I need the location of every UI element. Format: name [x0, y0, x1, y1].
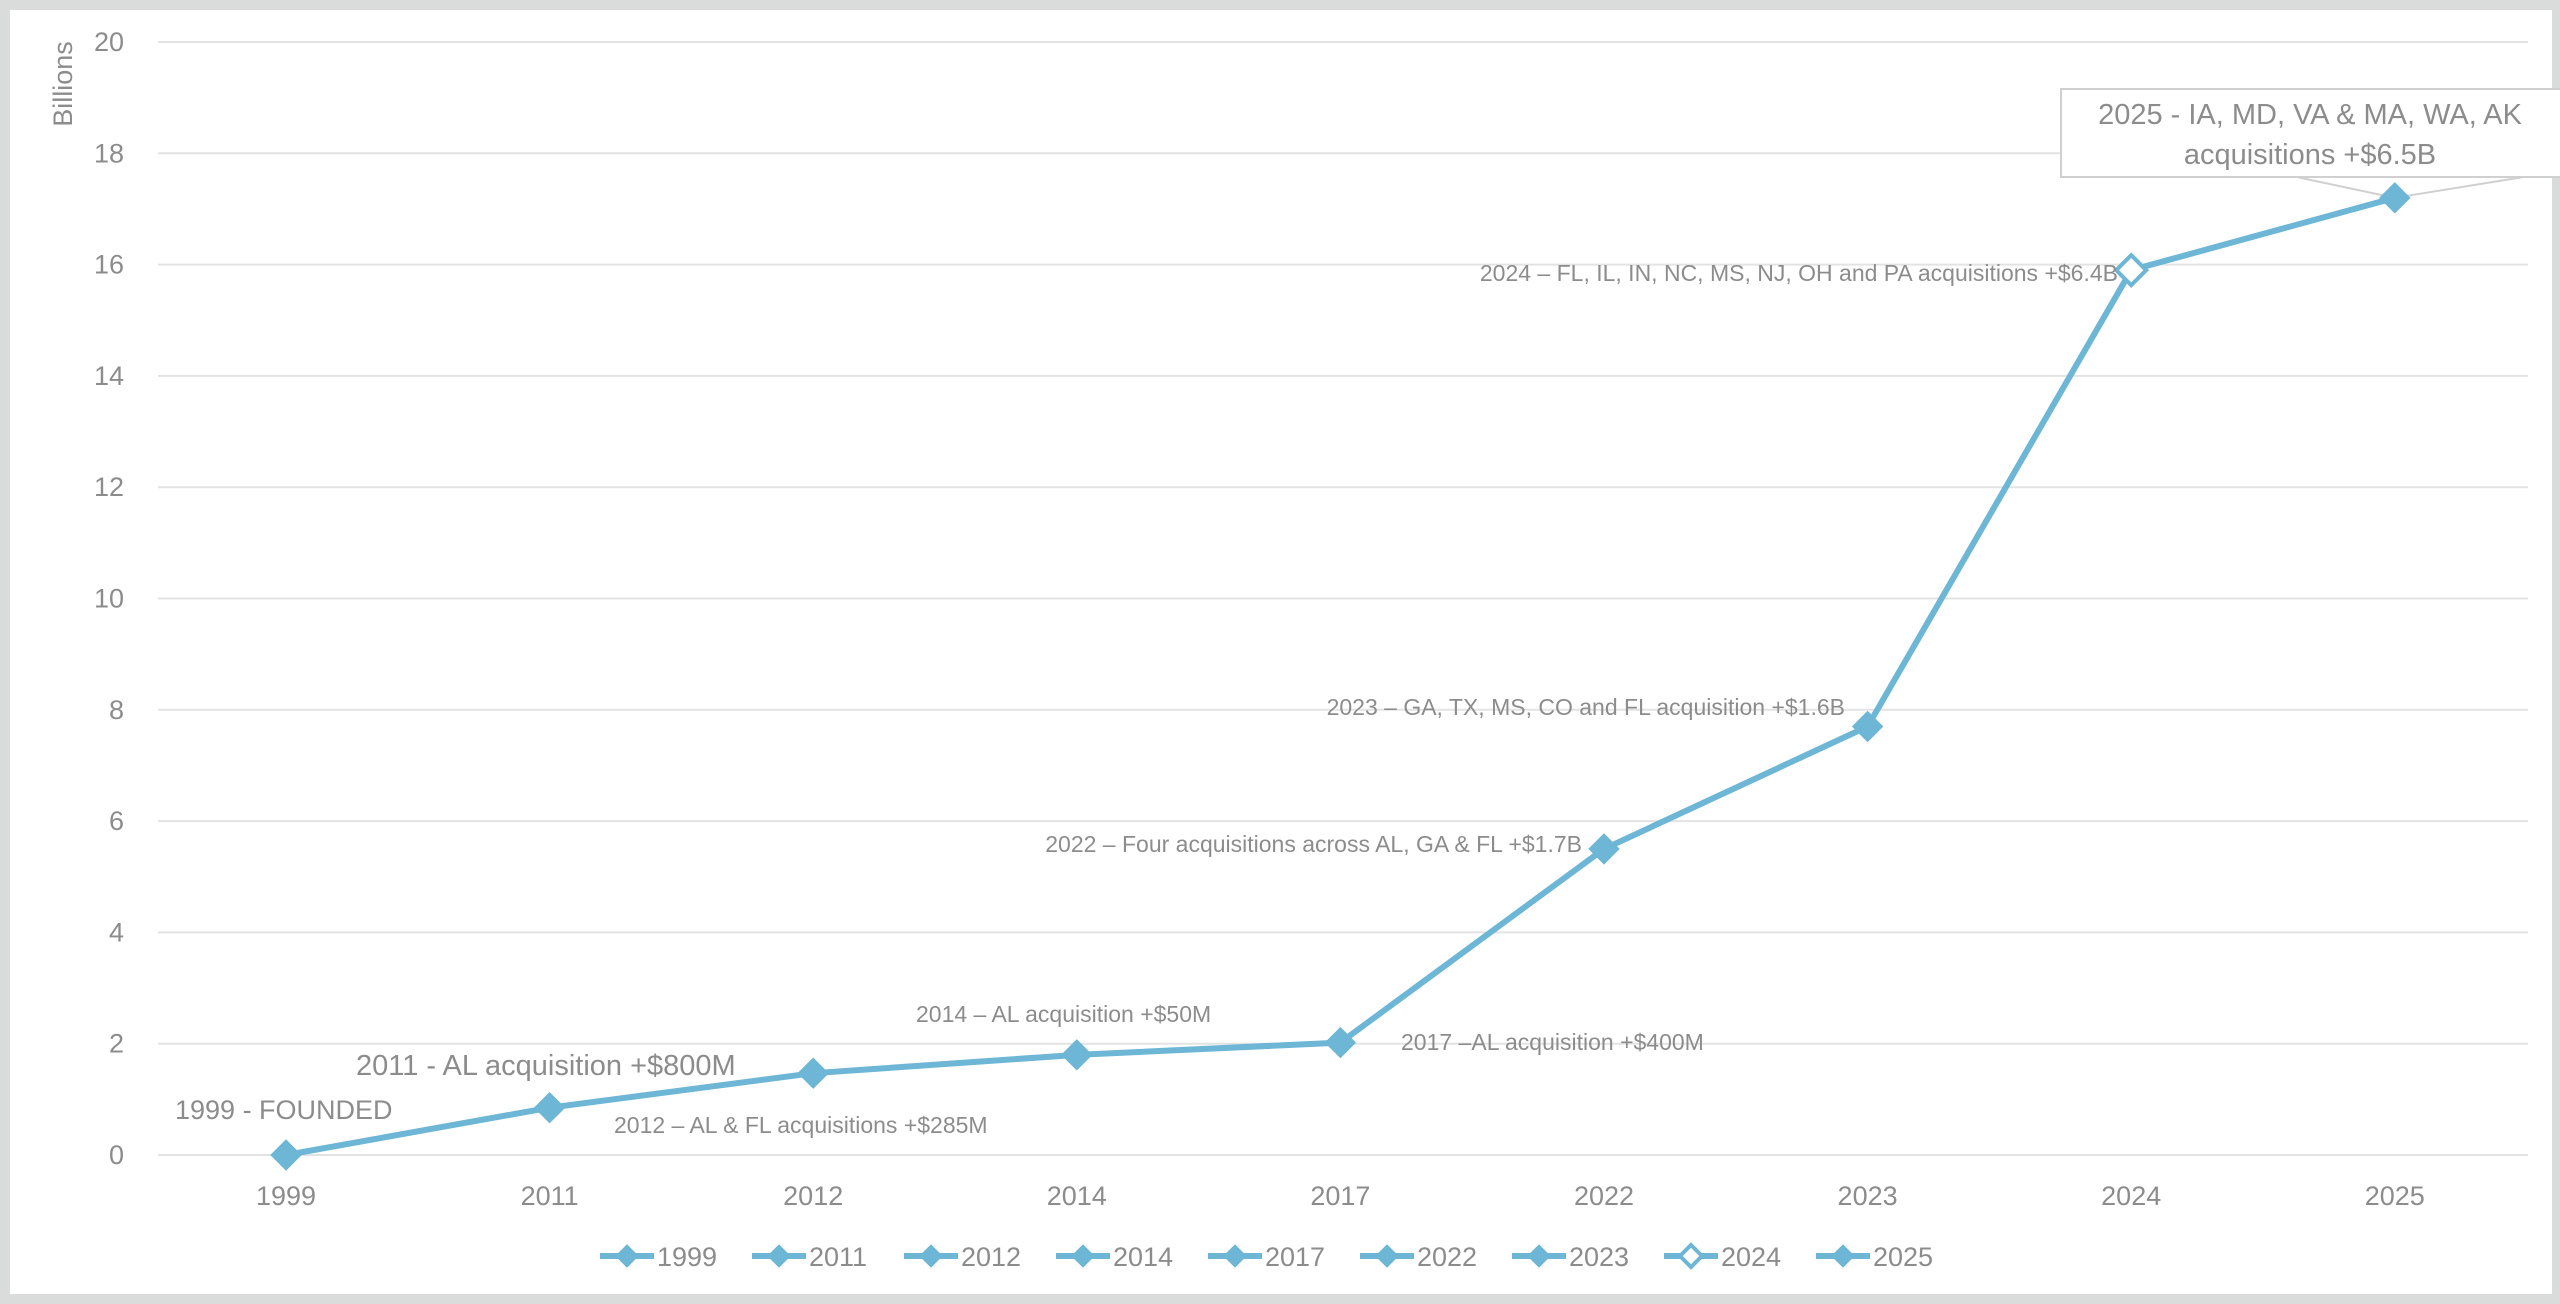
legend-label: 2024 — [1721, 1242, 1781, 1272]
data-point-marker — [533, 1091, 566, 1124]
x-tick-label: 1999 — [256, 1181, 316, 1211]
legend-marker-icon — [1071, 1244, 1095, 1268]
data-point-marker — [1588, 833, 1620, 865]
y-tick-label: 4 — [109, 917, 124, 947]
series-line — [285, 194, 2396, 1158]
y-tick-label: 2 — [109, 1029, 124, 1059]
x-tick-label: 2023 — [1838, 1181, 1898, 1211]
legend-marker-icon — [1527, 1244, 1551, 1268]
data-annotation: 2025 - IA, MD, VA & MA, WA, AK — [2098, 99, 2523, 131]
annotation-callout-box — [2060, 88, 2560, 178]
legend-marker-icon — [1375, 1244, 1399, 1268]
data-annotation: acquisitions +$6.5B — [2184, 139, 2436, 171]
x-tick-label: 2024 — [2101, 1181, 2161, 1211]
x-tick-label: 2012 — [783, 1181, 843, 1211]
legend-label: 2022 — [1417, 1242, 1477, 1272]
legend-marker-icon — [1831, 1244, 1855, 1268]
data-annotation: 2014 – AL acquisition +$50M — [916, 1001, 1211, 1027]
legend-label: 2025 — [1873, 1242, 1933, 1272]
y-tick-label: 6 — [109, 806, 124, 836]
legend-label: 2012 — [961, 1242, 1021, 1272]
x-tick-label: 2017 — [1310, 1181, 1370, 1211]
legend-label: 2023 — [1569, 1242, 1629, 1272]
x-tick-label: 2011 — [521, 1181, 579, 1211]
data-annotation: 2012 – AL & FL acquisitions +$285M — [614, 1112, 988, 1138]
data-point-marker — [2379, 182, 2411, 214]
y-tick-label: 8 — [109, 695, 124, 725]
y-tick-label: 20 — [94, 27, 124, 57]
legend-marker-icon — [615, 1244, 639, 1268]
data-point-marker — [797, 1057, 829, 1089]
legend-marker-icon — [1677, 1242, 1705, 1270]
data-annotation: 1999 - FOUNDED — [175, 1095, 393, 1125]
legend-label: 2014 — [1113, 1242, 1173, 1272]
data-point-marker — [1324, 1026, 1357, 1059]
y-tick-label: 16 — [94, 250, 124, 280]
y-tick-label: 18 — [94, 138, 124, 168]
legend-marker-icon — [767, 1244, 791, 1268]
callout-leader-line — [2291, 175, 2531, 199]
data-annotation: 2022 – Four acquisitions across AL, GA &… — [1045, 831, 1582, 857]
x-tick-label: 2014 — [1047, 1181, 1107, 1211]
data-point-marker — [270, 1139, 302, 1171]
legend-label: 2017 — [1265, 1242, 1325, 1272]
x-tick-label: 2025 — [2365, 1181, 2425, 1211]
chart-area — [10, 10, 2552, 1294]
data-annotation: 2024 – FL, IL, IN, NC, MS, NJ, OH and PA… — [1480, 260, 2118, 286]
legend-label: 2011 — [809, 1242, 867, 1272]
data-point-marker — [1851, 710, 1884, 743]
data-point-marker — [2113, 252, 2150, 288]
legend-label: 1999 — [657, 1242, 717, 1272]
data-annotation: 2023 – GA, TX, MS, CO and FL acquisition… — [1327, 694, 1845, 720]
data-point-marker — [1061, 1039, 1093, 1071]
y-tick-label: 14 — [94, 361, 124, 391]
legend-marker-icon — [919, 1244, 943, 1268]
x-tick-label: 2022 — [1574, 1181, 1634, 1211]
legend-marker-icon — [1223, 1244, 1247, 1268]
data-annotation: 2017 –AL acquisition +$400M — [1401, 1029, 1704, 1055]
data-annotation: 2011 - AL acquisition +$800M — [356, 1050, 736, 1082]
y-tick-label: 10 — [94, 584, 124, 614]
y-tick-label: 0 — [109, 1140, 124, 1170]
y-axis-label: Billions — [48, 41, 78, 127]
y-tick-label: 12 — [94, 472, 124, 502]
